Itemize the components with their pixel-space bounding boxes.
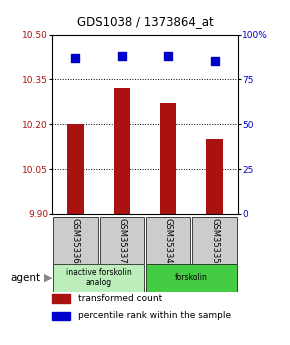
Text: agent: agent <box>10 273 41 283</box>
Text: percentile rank within the sample: percentile rank within the sample <box>78 312 231 321</box>
Text: inactive forskolin
analog: inactive forskolin analog <box>66 268 131 287</box>
Bar <box>52 312 70 321</box>
Bar <box>99 217 144 264</box>
Bar <box>67 124 84 214</box>
Point <box>73 55 78 61</box>
Bar <box>206 139 223 214</box>
Text: GSM35334: GSM35334 <box>164 218 173 264</box>
Bar <box>53 264 144 292</box>
Bar <box>192 217 237 264</box>
Text: forskolin: forskolin <box>175 273 208 282</box>
Bar <box>146 217 191 264</box>
Bar <box>160 103 176 214</box>
Point <box>119 53 124 59</box>
Text: ▶: ▶ <box>44 273 52 283</box>
Text: GDS1038 / 1373864_at: GDS1038 / 1373864_at <box>77 16 213 29</box>
Bar <box>52 294 70 303</box>
Text: GSM35335: GSM35335 <box>210 218 219 264</box>
Text: transformed count: transformed count <box>78 294 163 303</box>
Point <box>212 59 217 64</box>
Bar <box>53 217 98 264</box>
Text: GSM35336: GSM35336 <box>71 218 80 264</box>
Bar <box>114 88 130 214</box>
Bar <box>146 264 237 292</box>
Text: GSM35337: GSM35337 <box>117 218 126 264</box>
Point <box>166 53 171 59</box>
